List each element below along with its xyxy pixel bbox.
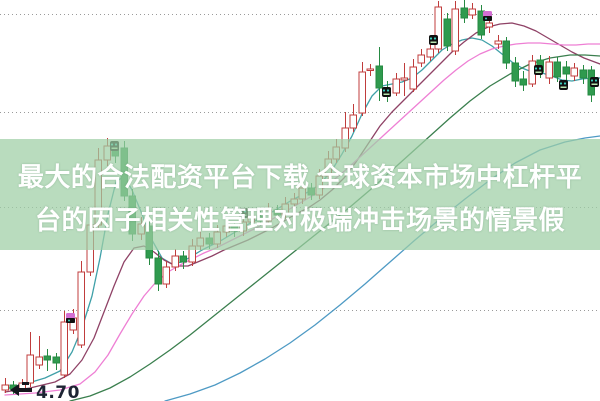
price-label: 4.70: [36, 383, 80, 401]
watermark-line-2: 台的因子相关性管理对极端冲击场景的情景假: [34, 205, 565, 235]
watermark-line-1: 最大的合法配资平台下载 全球资本市场中杠杆平: [17, 162, 583, 192]
watermark-band: 最大的合法配资平台下载 全球资本市场中杠杆平 台的因子相关性管理对极端冲击场景的…: [0, 139, 600, 250]
event-marker-icon: [10, 382, 32, 396]
